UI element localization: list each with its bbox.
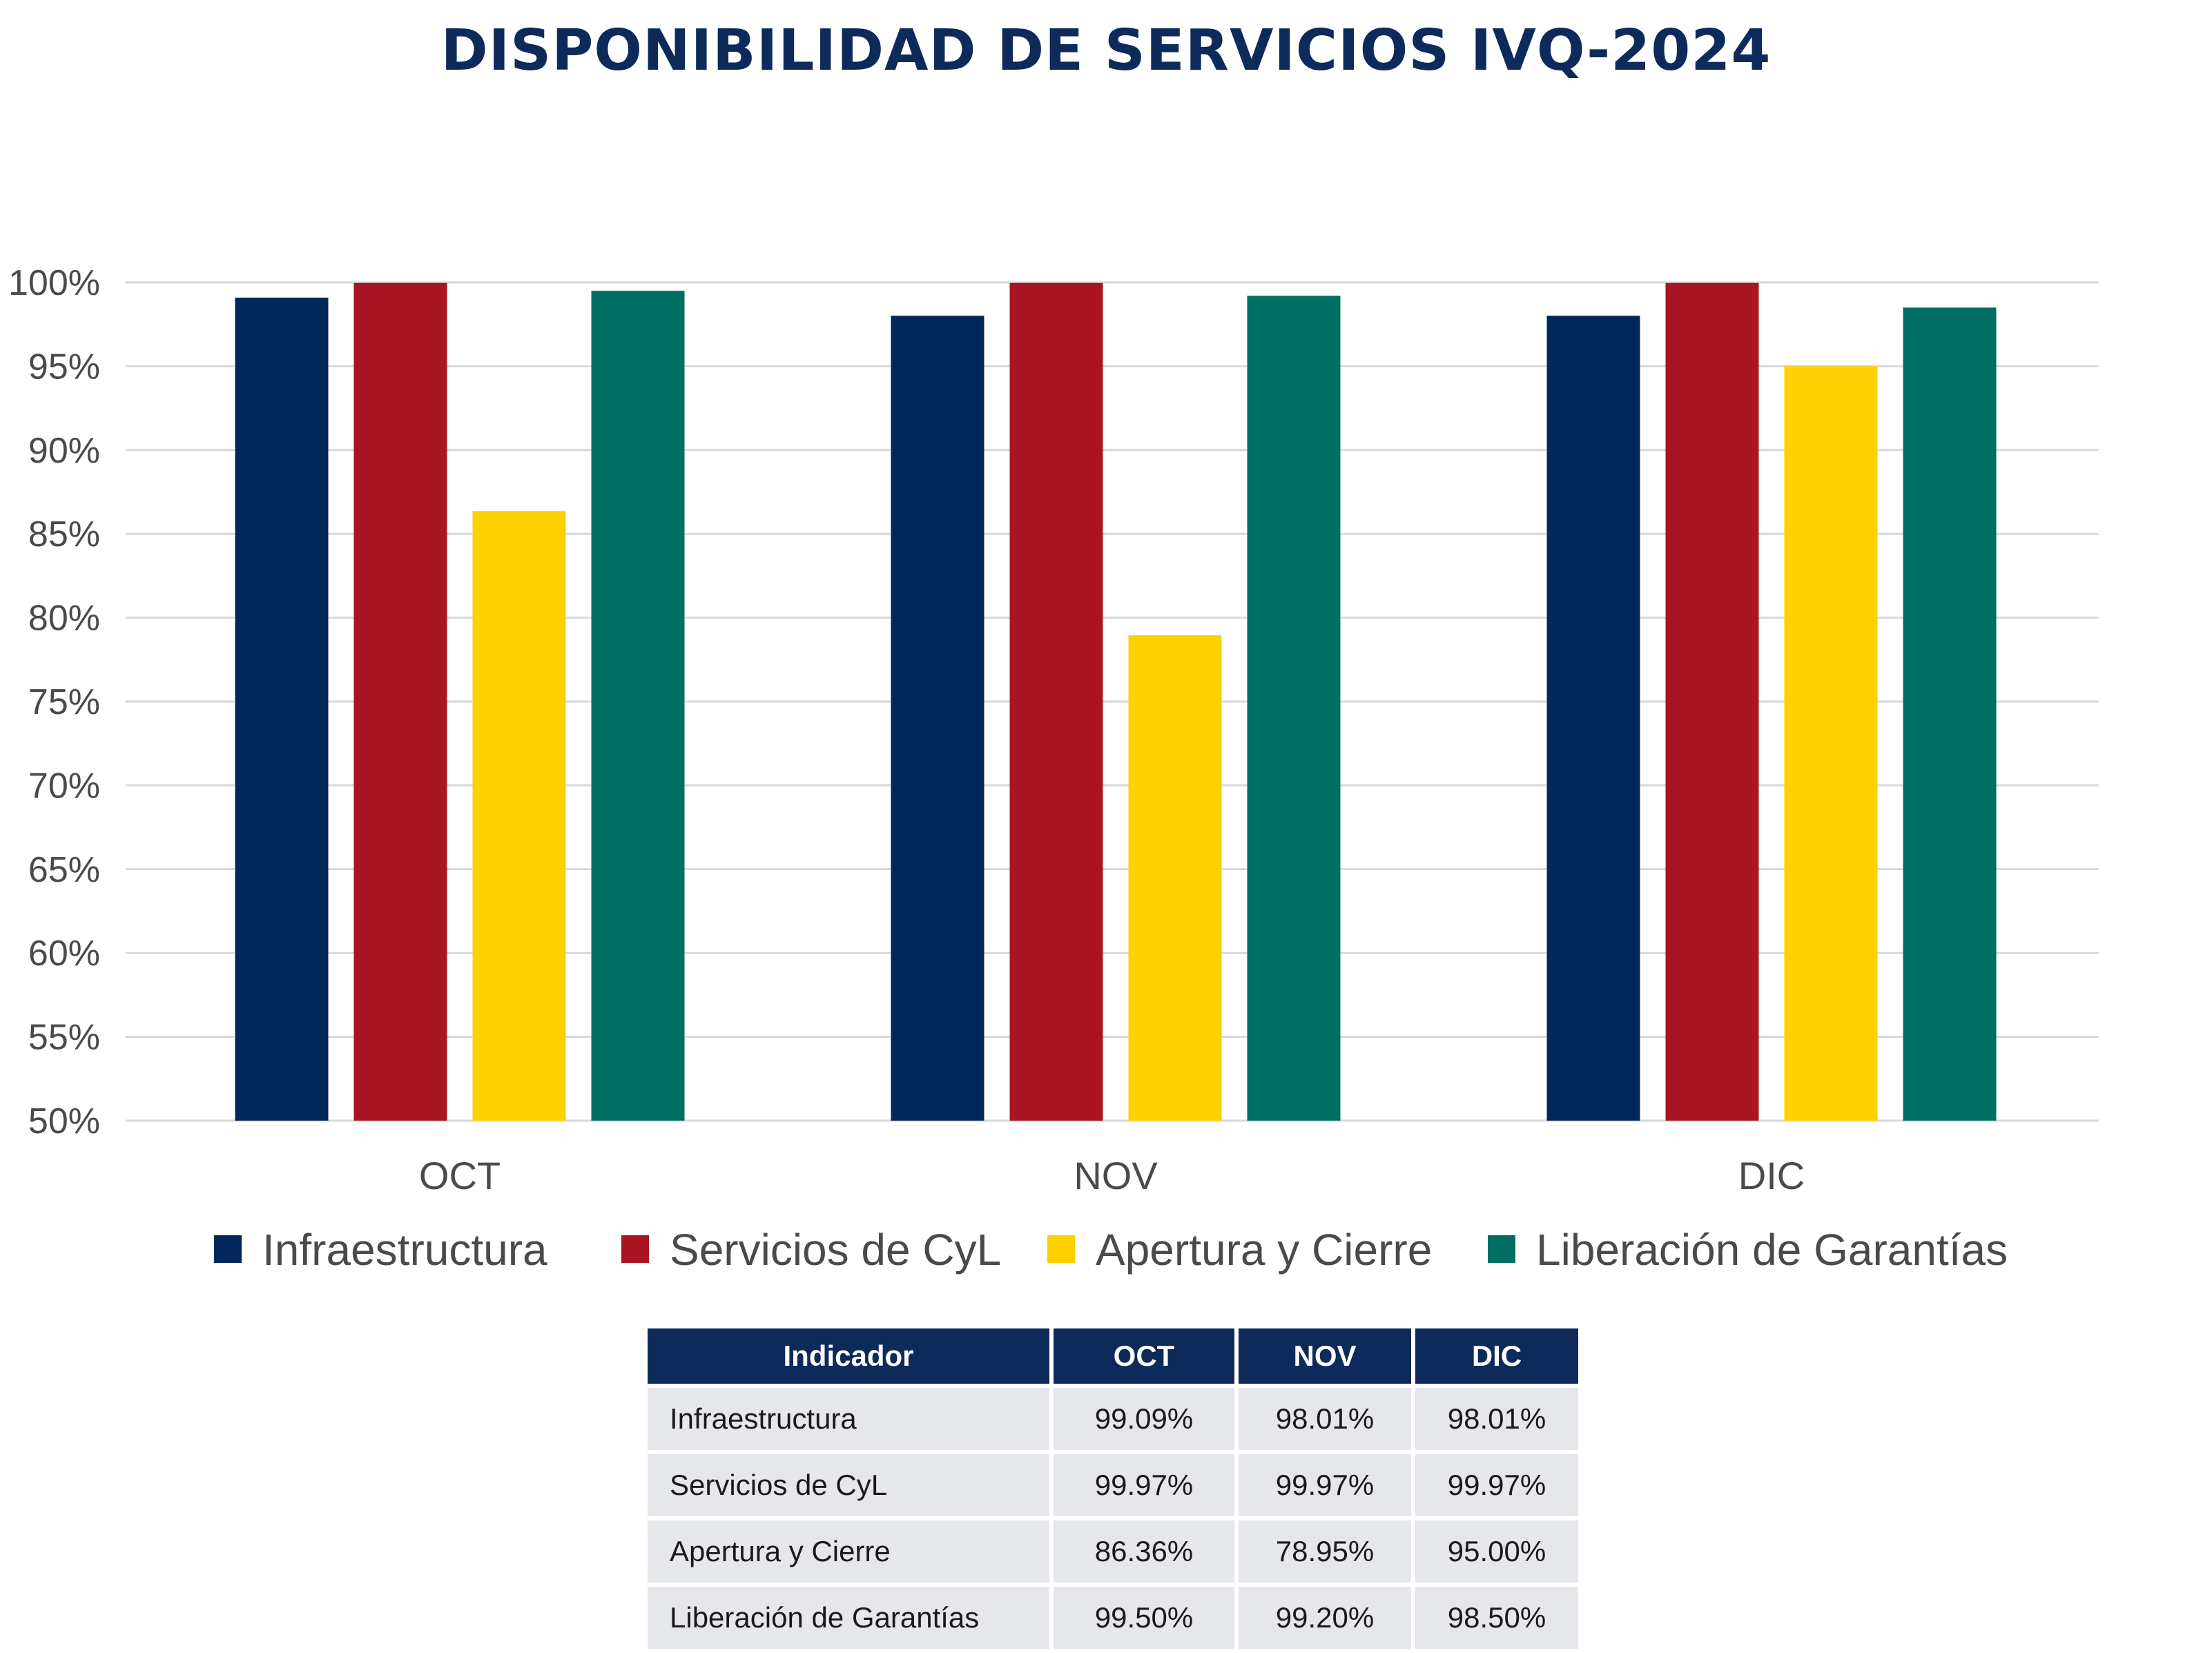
- legend-label: Liberación de Garantías: [1536, 1225, 2008, 1275]
- bar: [1009, 282, 1103, 1121]
- cell-nov: 99.97%: [1239, 1454, 1411, 1516]
- y-tick-label: 85%: [28, 514, 100, 554]
- table-row: Liberación de Garantías 99.50% 99.20% 98…: [648, 1587, 1578, 1649]
- bar: [353, 282, 447, 1121]
- y-tick-label: 55%: [28, 1018, 100, 1058]
- table-header-row: Indicador OCT NOV DIC: [648, 1328, 1578, 1384]
- cell-oct: 99.97%: [1054, 1454, 1234, 1516]
- cell-oct: 99.50%: [1054, 1587, 1234, 1649]
- legend-label: Apertura y Cierre: [1096, 1225, 1432, 1275]
- bar: [1128, 635, 1222, 1121]
- bar: [591, 291, 685, 1121]
- header-indicador: Indicador: [648, 1328, 1049, 1384]
- legend-label: Servicios de CyL: [670, 1225, 1001, 1275]
- bars: [235, 282, 1997, 1121]
- x-tick-label: NOV: [1074, 1154, 1158, 1197]
- cell-nov: 99.20%: [1239, 1587, 1411, 1649]
- header-dic: DIC: [1415, 1328, 1578, 1384]
- row-label: Servicios de CyL: [648, 1454, 1049, 1516]
- y-tick-label: 100%: [8, 263, 100, 303]
- bar: [1546, 316, 1640, 1121]
- legend-label: Infraestructura: [262, 1225, 547, 1275]
- header-nov: NOV: [1239, 1328, 1411, 1384]
- cell-oct: 86.36%: [1054, 1520, 1234, 1583]
- bar: [891, 316, 984, 1121]
- table-row: Infraestructura 99.09% 98.01% 98.01%: [648, 1388, 1578, 1450]
- x-tick-label: DIC: [1738, 1154, 1805, 1197]
- row-label: Liberación de Garantías: [648, 1587, 1049, 1649]
- header-oct: OCT: [1054, 1328, 1234, 1384]
- cell-dic: 98.50%: [1415, 1587, 1578, 1649]
- bar: [472, 511, 566, 1121]
- y-tick-label: 70%: [28, 766, 100, 806]
- legend-swatch: [621, 1235, 649, 1263]
- bar: [1903, 307, 1997, 1121]
- y-tick-label: 90%: [28, 431, 100, 471]
- x-tick-label: OCT: [419, 1154, 501, 1197]
- bar: [235, 298, 329, 1121]
- gridlines: [126, 281, 2099, 1122]
- row-label: Infraestructura: [648, 1388, 1049, 1450]
- table-row: Apertura y Cierre 86.36% 78.95% 95.00%: [648, 1520, 1578, 1583]
- cell-nov: 98.01%: [1239, 1388, 1411, 1450]
- y-tick-label: 75%: [28, 682, 100, 722]
- cell-dic: 95.00%: [1415, 1520, 1578, 1583]
- y-tick-label: 95%: [28, 347, 100, 387]
- legend-swatch: [214, 1235, 242, 1263]
- y-tick-label: 80%: [28, 599, 100, 639]
- table-row: Servicios de CyL 99.97% 99.97% 99.97%: [648, 1454, 1578, 1516]
- legend-swatch: [1047, 1235, 1075, 1263]
- chart-title: DISPONIBILIDAD DE SERVICIOS IVQ-2024: [440, 18, 1772, 84]
- cell-dic: 99.97%: [1415, 1454, 1578, 1516]
- y-axis-tick-labels: 50% 55% 60% 65% 70% 75% 80% 85% 90% 95% 100%: [8, 263, 100, 1141]
- cell-oct: 99.09%: [1054, 1388, 1234, 1450]
- bar: [1784, 366, 1878, 1121]
- bar-chart: 50% 55% 60% 65% 70% 75% 80% 85% 90% 95% 100% OCT NO…: [8, 263, 2099, 1275]
- cell-nov: 78.95%: [1239, 1520, 1411, 1583]
- x-axis-category-labels: OCT NOV DIC: [419, 1154, 1805, 1197]
- y-tick-label: 50%: [28, 1101, 100, 1141]
- y-tick-label: 60%: [28, 934, 100, 974]
- cell-dic: 98.01%: [1415, 1388, 1578, 1450]
- data-table: Indicador OCT NOV DIC Infraestructura 99…: [643, 1324, 1582, 1653]
- legend: Infraestructura Servicios de CyL Apertura …: [214, 1225, 2008, 1275]
- bar: [1247, 296, 1341, 1121]
- legend-swatch: [1488, 1235, 1515, 1263]
- bar: [1665, 282, 1759, 1121]
- row-label: Apertura y Cierre: [648, 1520, 1049, 1583]
- y-tick-label: 65%: [28, 850, 100, 890]
